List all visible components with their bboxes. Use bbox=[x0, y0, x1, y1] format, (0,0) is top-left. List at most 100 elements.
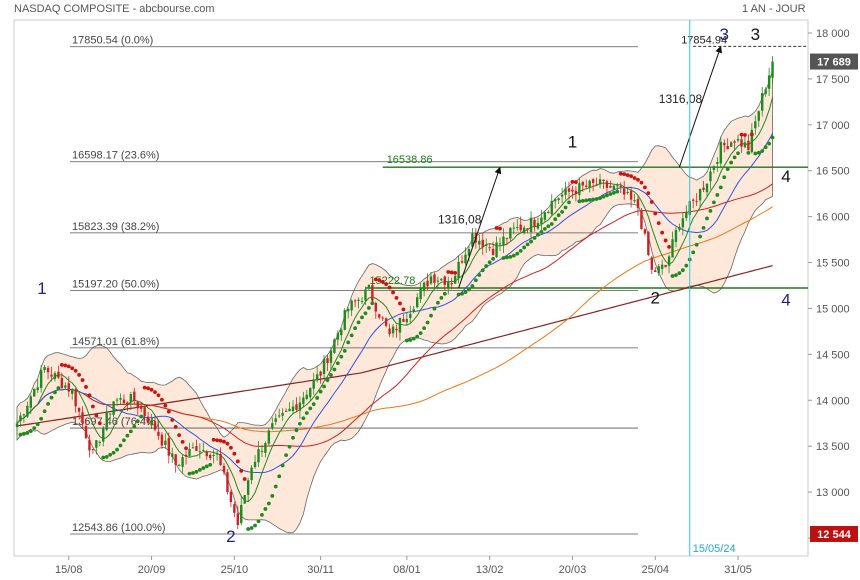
bollinger-band bbox=[16, 70, 773, 534]
candle-body bbox=[278, 415, 281, 417]
sar-dot bbox=[229, 445, 233, 450]
candle-body bbox=[388, 328, 391, 334]
sar-dot bbox=[753, 151, 758, 156]
sar-dot bbox=[260, 512, 264, 517]
sar-dot bbox=[725, 167, 730, 171]
sar-dot bbox=[611, 190, 616, 195]
sar-dot bbox=[204, 464, 209, 469]
candle-body bbox=[554, 199, 557, 202]
projection-label-1: 1316,08 bbox=[659, 92, 703, 106]
candle-body bbox=[157, 431, 160, 436]
sar-dot bbox=[577, 199, 582, 204]
candle-body bbox=[485, 244, 488, 246]
wave-label-0: 1 bbox=[37, 279, 46, 298]
sar-dot bbox=[353, 326, 357, 331]
candle-body bbox=[291, 406, 295, 412]
fibonacci-label-1: 16598.17 (23.6%) bbox=[72, 150, 159, 162]
sar-dot bbox=[456, 292, 461, 297]
sar-dot bbox=[170, 418, 175, 422]
sar-dot bbox=[649, 200, 654, 204]
candle-body bbox=[623, 188, 626, 195]
sar-dot bbox=[46, 401, 50, 406]
x-tick-label-2: 25/10 bbox=[221, 564, 249, 576]
y-tick-label-7: 14 500 bbox=[816, 349, 850, 361]
candle-body bbox=[50, 374, 53, 377]
sar-dot bbox=[632, 176, 637, 180]
sar-dot bbox=[122, 438, 126, 443]
sar-dot bbox=[532, 236, 537, 240]
candle-body bbox=[512, 227, 515, 229]
candle-body bbox=[574, 190, 578, 194]
projection-arrow-1 bbox=[678, 45, 723, 168]
candle-body bbox=[723, 142, 726, 146]
y-tick-label-5: 15 500 bbox=[816, 258, 850, 270]
resistance-label-top: 17854.94 bbox=[681, 34, 727, 46]
sar-dot bbox=[615, 189, 620, 194]
sar-dot bbox=[563, 205, 568, 210]
candle-body bbox=[419, 288, 422, 300]
sar-dot bbox=[536, 232, 540, 237]
sar-dot bbox=[639, 180, 644, 185]
period-label[interactable]: 1 AN - JOUR bbox=[742, 3, 806, 15]
x-tick-label-8: 31/05 bbox=[724, 564, 752, 576]
candle-body bbox=[736, 138, 740, 141]
sar-dot bbox=[360, 315, 364, 320]
candle-body bbox=[91, 449, 95, 451]
candle-body bbox=[453, 275, 457, 284]
candle-body bbox=[429, 276, 433, 284]
ma7-line bbox=[16, 97, 774, 503]
sar-dot bbox=[749, 132, 754, 137]
sar-dot bbox=[401, 307, 406, 312]
sar-dot bbox=[97, 421, 102, 426]
sar-dot bbox=[570, 179, 575, 184]
sar-dot bbox=[211, 437, 216, 442]
fibonacci-label-3: 15197.20 (50.0%) bbox=[72, 278, 159, 290]
candle-body bbox=[205, 451, 208, 457]
low-price-badge bbox=[810, 525, 858, 542]
candle-body bbox=[236, 513, 239, 526]
sar-dot bbox=[429, 313, 433, 318]
x-tick-label-4: 08/01 bbox=[393, 564, 421, 576]
sar-dot bbox=[763, 145, 768, 150]
sar-dot bbox=[28, 429, 33, 433]
candle-body bbox=[364, 289, 367, 301]
fibonacci-label-4: 14571.01 (61.8%) bbox=[72, 336, 159, 348]
candle-body bbox=[616, 185, 619, 187]
candle-body bbox=[46, 367, 50, 373]
candle-body bbox=[329, 350, 333, 363]
sar-dot bbox=[667, 244, 671, 249]
candle-body bbox=[81, 412, 84, 424]
candle-body bbox=[771, 61, 774, 78]
candle-body bbox=[367, 284, 371, 289]
candle-body bbox=[202, 449, 205, 451]
candle-body bbox=[326, 358, 329, 363]
candle-body bbox=[119, 398, 122, 400]
candle-body bbox=[181, 457, 184, 467]
candle-body bbox=[212, 454, 215, 456]
candle-body bbox=[426, 280, 429, 287]
candle-body bbox=[716, 161, 719, 164]
sar-dot bbox=[153, 390, 157, 395]
sar-dot bbox=[191, 471, 195, 475]
sar-dot bbox=[273, 484, 278, 489]
sar-dot bbox=[370, 301, 375, 306]
sar-dot bbox=[42, 409, 47, 414]
sar-dot bbox=[743, 133, 747, 137]
y-tick-label-1: 17 500 bbox=[816, 74, 850, 86]
sar-dot bbox=[680, 268, 685, 273]
candle-body bbox=[95, 440, 98, 448]
candle-body bbox=[188, 448, 191, 456]
candle-body bbox=[174, 454, 177, 465]
candle-body bbox=[447, 281, 450, 288]
candle-body bbox=[260, 450, 264, 452]
sar-dot bbox=[342, 348, 347, 353]
sar-dot bbox=[135, 419, 140, 424]
candle-body bbox=[105, 412, 108, 430]
sar-dot bbox=[146, 386, 151, 391]
candle-body bbox=[636, 198, 640, 209]
candle-body bbox=[754, 121, 757, 129]
candle-body bbox=[405, 318, 409, 323]
candle-body bbox=[664, 264, 667, 268]
sar-dot bbox=[84, 385, 88, 389]
